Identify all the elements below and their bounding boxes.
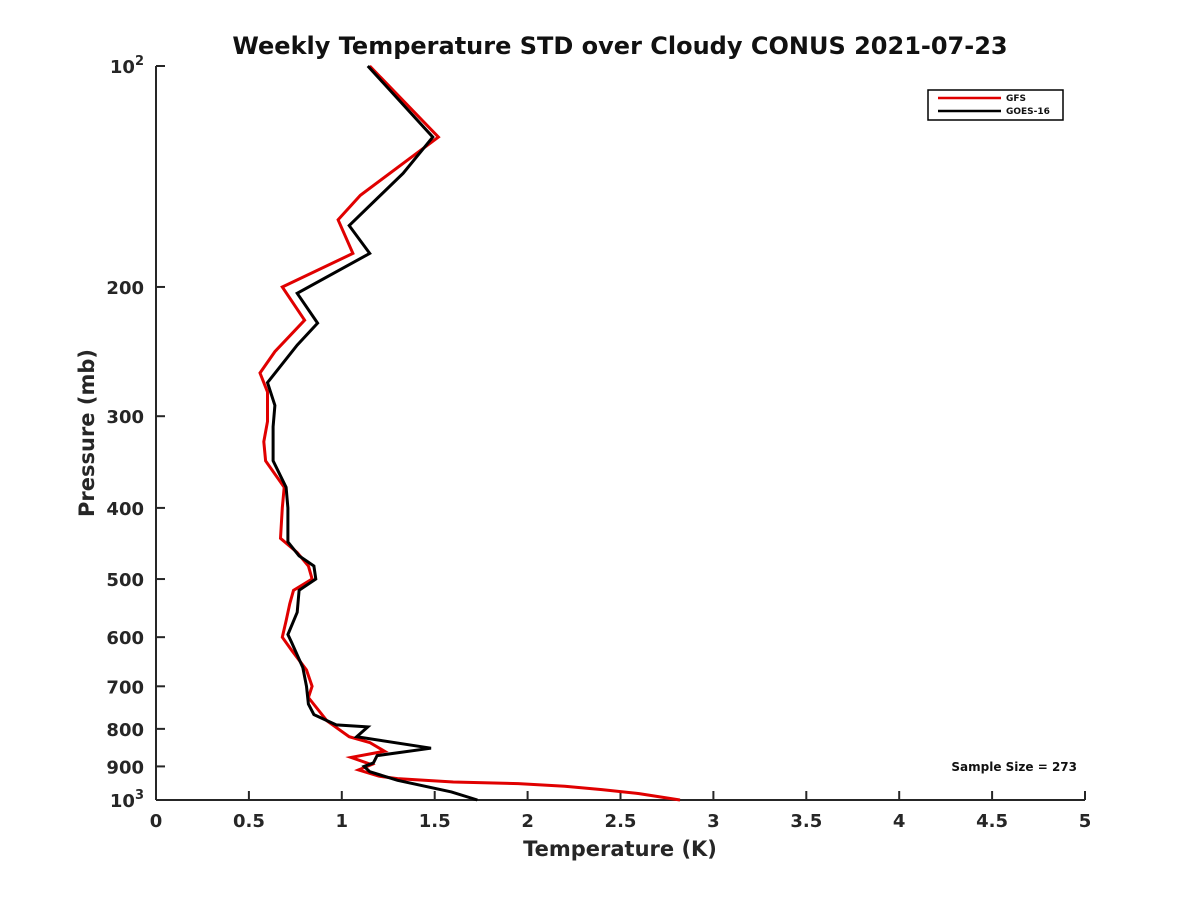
axes: [155, 66, 1085, 801]
series-line-gfs: [258, 64, 681, 802]
x-tick-label: 4: [893, 811, 906, 832]
y-tick-label: 102: [110, 54, 144, 78]
series-lines: [258, 64, 681, 802]
y-tick-label: 600: [106, 628, 144, 649]
x-axis-ticks: 0 0.5 1 1.5 2 2.5 3 3.5 4 4.5 5: [150, 791, 1092, 832]
x-tick-label: 1: [336, 811, 349, 832]
x-tick-label: 4.5: [976, 811, 1008, 832]
legend: GFS GOES-16: [927, 89, 1064, 121]
x-tick-label: 3: [707, 811, 720, 832]
series-line-goes-16: [265, 64, 478, 802]
y-tick-label: 200: [106, 278, 144, 299]
chart-title: Weekly Temperature STD over Cloudy CONUS…: [232, 32, 1007, 60]
x-tick-label: 2: [521, 811, 534, 832]
y-tick-label: 700: [106, 677, 144, 698]
y-tick-label: 300: [106, 407, 144, 428]
legend-label-goes16: GOES-16: [1006, 107, 1050, 117]
x-tick-label: 0: [150, 811, 163, 832]
sample-size-annotation: Sample Size = 273: [951, 760, 1077, 774]
x-tick-label: 5: [1079, 811, 1092, 832]
x-tick-label: 3.5: [790, 811, 822, 832]
x-tick-label: 2.5: [605, 811, 637, 832]
legend-label-gfs: GFS: [1006, 94, 1026, 104]
x-tick-label: 1.5: [419, 811, 451, 832]
y-tick-label: 900: [106, 757, 144, 778]
y-axis-ticks: 102 200 300 400 500 600 700 800 900 103: [106, 54, 165, 812]
y-tick-label: 800: [106, 720, 144, 741]
y-axis-label: Pressure (mb): [75, 349, 99, 517]
y-tick-label: 500: [106, 570, 144, 591]
x-axis-label: Temperature (K): [523, 837, 717, 861]
legend-box: [927, 89, 1064, 121]
y-tick-label: 400: [106, 499, 144, 520]
x-tick-label: 0.5: [233, 811, 265, 832]
y-tick-label: 103: [110, 788, 144, 812]
